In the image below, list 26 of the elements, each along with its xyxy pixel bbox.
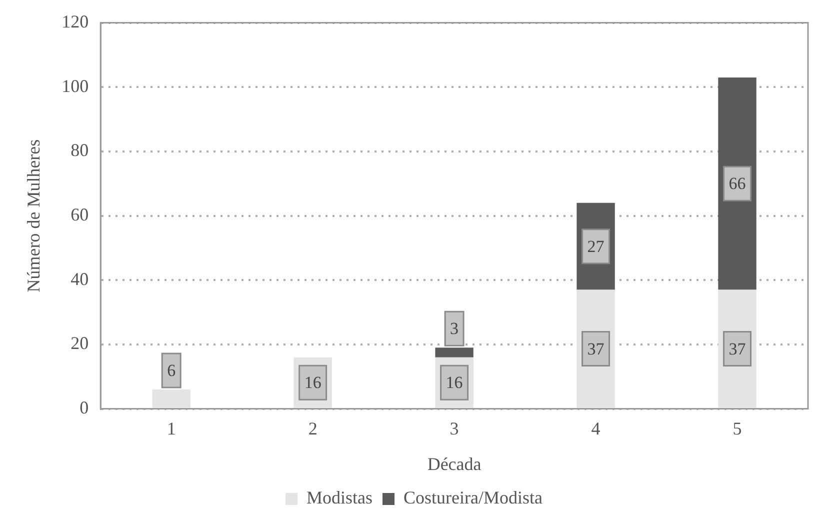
x-tick-label: 4 xyxy=(591,418,600,438)
y-tick-label: 20 xyxy=(70,333,89,354)
data-label: 6 xyxy=(167,360,176,380)
y-tick-label: 40 xyxy=(70,268,89,289)
y-tick-label: 80 xyxy=(70,140,89,160)
data-label: 37 xyxy=(728,339,746,358)
y-tick-label: 100 xyxy=(62,76,89,96)
x-axis-title: Década xyxy=(427,454,482,474)
data-label: 16 xyxy=(304,373,322,392)
legend-label: Modistas xyxy=(306,488,373,508)
x-tick-label: 5 xyxy=(732,418,742,438)
data-label: 37 xyxy=(587,339,605,358)
legend-label: Costureira/Modista xyxy=(404,488,543,508)
x-tick-label: 1 xyxy=(166,418,176,438)
data-label: 16 xyxy=(446,373,463,392)
x-tick-label: 2 xyxy=(308,418,318,438)
data-label: 3 xyxy=(450,319,459,338)
data-label: 66 xyxy=(728,174,746,194)
y-axis-title: Número de Mulheres xyxy=(24,139,44,292)
y-tick-label: 120 xyxy=(62,12,89,32)
y-tick-label: 60 xyxy=(70,204,89,225)
bar xyxy=(435,348,474,358)
y-tick-label: 0 xyxy=(80,398,89,418)
bar xyxy=(152,390,190,408)
x-tick-label: 3 xyxy=(450,418,459,438)
data-label: 27 xyxy=(587,236,605,256)
